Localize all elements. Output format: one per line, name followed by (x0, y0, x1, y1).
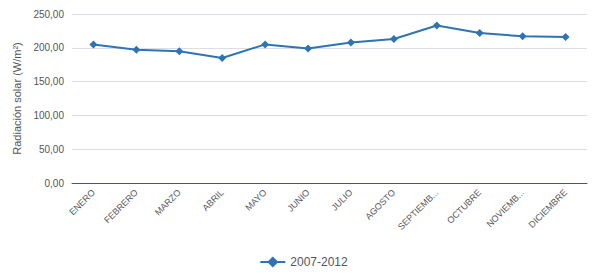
svg-text:OCTUBRE: OCTUBRE (445, 187, 483, 225)
svg-text:200,00: 200,00 (33, 42, 64, 53)
svg-text:ABRIL: ABRIL (200, 187, 225, 212)
svg-text:Radiación solar (W/m²): Radiación solar (W/m²) (11, 42, 23, 154)
svg-text:DICIEMBRE: DICIEMBRE (527, 187, 569, 229)
svg-text:2007-2012: 2007-2012 (290, 255, 348, 269)
svg-text:ENERO: ENERO (67, 187, 97, 217)
svg-text:MARZO: MARZO (153, 187, 183, 217)
svg-text:FEBRERO: FEBRERO (102, 187, 140, 225)
svg-text:100,00: 100,00 (33, 110, 64, 121)
svg-text:MAYO: MAYO (243, 187, 268, 212)
svg-text:150,00: 150,00 (33, 76, 64, 87)
svg-text:SEPTIEMB...: SEPTIEMB... (396, 187, 440, 231)
svg-text:JUNIO: JUNIO (285, 187, 311, 213)
svg-text:JULIO: JULIO (329, 187, 354, 212)
svg-text:50,00: 50,00 (39, 144, 64, 155)
svg-text:250,00: 250,00 (33, 9, 64, 20)
svg-text:0,00: 0,00 (45, 178, 65, 189)
svg-text:NOVIEMB...: NOVIEMB... (484, 187, 526, 229)
svg-text:AGOSTO: AGOSTO (363, 187, 397, 221)
